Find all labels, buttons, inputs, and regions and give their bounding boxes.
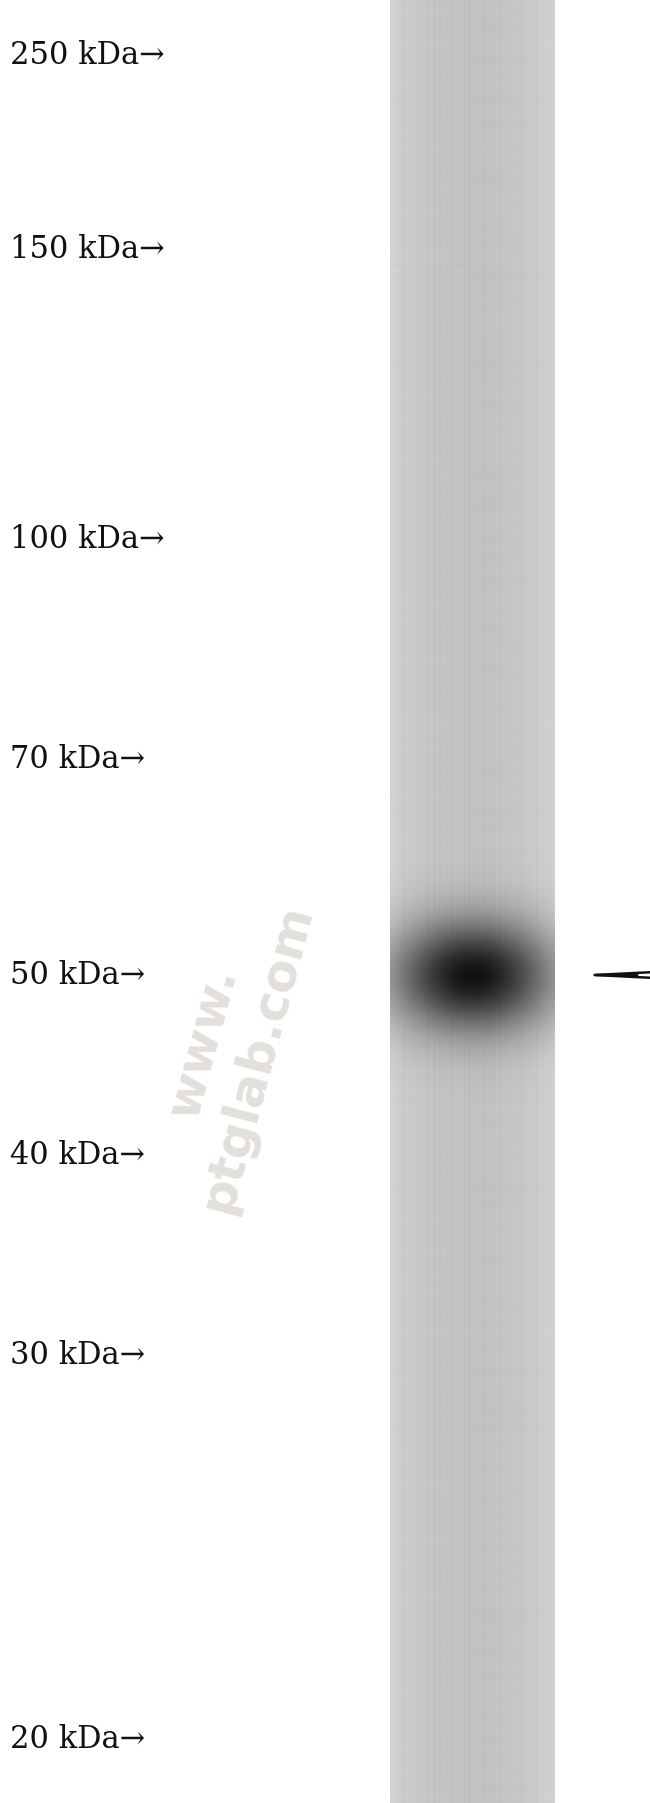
- Text: 40 kDa→: 40 kDa→: [10, 1139, 145, 1170]
- Text: 30 kDa→: 30 kDa→: [10, 1340, 145, 1370]
- Text: 100 kDa→: 100 kDa→: [10, 525, 164, 555]
- Text: 20 kDa→: 20 kDa→: [10, 1724, 145, 1756]
- Text: 70 kDa→: 70 kDa→: [10, 745, 145, 775]
- Text: 250 kDa→: 250 kDa→: [10, 40, 164, 70]
- Text: 50 kDa→: 50 kDa→: [10, 959, 145, 990]
- Text: 150 kDa→: 150 kDa→: [10, 234, 164, 265]
- Text: www.
ptglab.com: www. ptglab.com: [139, 883, 321, 1217]
